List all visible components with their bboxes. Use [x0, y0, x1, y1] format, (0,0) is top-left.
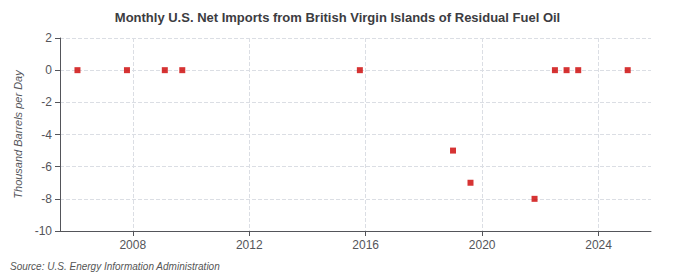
svg-text:-4: -4 [41, 128, 52, 142]
svg-text:-6: -6 [41, 160, 52, 174]
svg-text:2012: 2012 [236, 238, 263, 252]
svg-text:Monthly U.S. Net Imports from: Monthly U.S. Net Imports from British Vi… [115, 10, 560, 25]
svg-text:Thousand Barrels per Day: Thousand Barrels per Day [12, 69, 24, 199]
svg-text:2008: 2008 [119, 238, 146, 252]
svg-text:-2: -2 [41, 95, 52, 109]
svg-text:2024: 2024 [585, 238, 612, 252]
svg-text:2016: 2016 [352, 238, 379, 252]
svg-text:-10: -10 [35, 224, 53, 238]
svg-text:0: 0 [45, 63, 52, 77]
svg-text:-8: -8 [41, 192, 52, 206]
svg-text:2020: 2020 [469, 238, 496, 252]
svg-text:2: 2 [45, 31, 52, 45]
svg-text:Source: U.S. Energy Informatio: Source: U.S. Energy Information Administ… [10, 261, 220, 272]
